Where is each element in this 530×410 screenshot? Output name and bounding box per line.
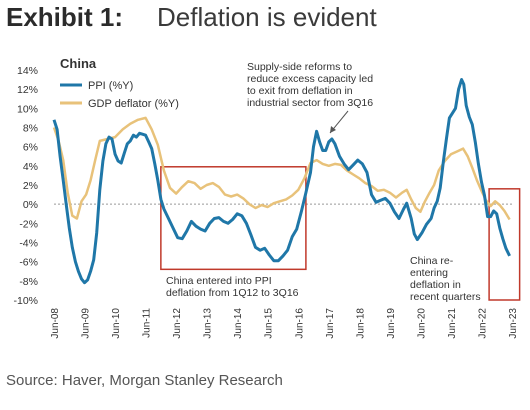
annotation-supply-side-line: Supply-side reforms to <box>247 61 352 73</box>
annotation-re-entering-line: entering <box>410 267 448 279</box>
annotation-re-entering-line: recent quarters <box>410 291 481 303</box>
highlight-box-2023 <box>488 188 521 301</box>
x-tick-label: Jun-22 <box>477 308 488 339</box>
annotation-arrowhead <box>330 126 336 133</box>
legend-label-gdp-deflator: GDP deflator (%Y) <box>88 98 179 110</box>
y-tick-label: -2% <box>19 218 38 230</box>
y-tick-label: -10% <box>13 295 38 307</box>
x-tick-label: Jun-20 <box>416 308 427 339</box>
y-tick-label: 2% <box>23 180 38 192</box>
chart-container: China PPI (%Y) GDP deflator (%Y) 14% 12% 1… <box>0 48 530 368</box>
annotation-supply-side-line: industrial sector from 3Q16 <box>247 97 373 109</box>
y-tick-label: 14% <box>17 65 38 77</box>
headline: Deflation is evident <box>157 2 377 32</box>
y-tick-label: -6% <box>19 257 38 269</box>
annotation-ppi-deflation-line: deflation from 1Q12 to 3Q16 <box>166 287 299 299</box>
annotation-supply-side: Supply-side reforms to reduce excess cap… <box>247 61 373 134</box>
highlight-box-2012-2016 <box>160 166 307 271</box>
legend: PPI (%Y) GDP deflator (%Y) <box>60 80 179 110</box>
x-tick-label: Jun-08 <box>50 308 61 339</box>
title-row: Exhibit 1: Deflation is evident <box>6 2 526 40</box>
ppi-gdp-deflator-chart: China PPI (%Y) GDP deflator (%Y) 14%12%1… <box>13 56 521 339</box>
x-tick-label: Jun-14 <box>233 308 244 339</box>
annotation-supply-side-line: reduce excess capacity led <box>247 73 373 85</box>
x-tick-label: Jun-19 <box>386 308 397 339</box>
highlight-box-2012-2016-group <box>160 166 307 271</box>
x-tick-label: Jun-13 <box>203 308 214 339</box>
annotation-supply-side-line: to exit from deflation in <box>247 85 353 97</box>
y-tick-label: -8% <box>19 276 38 288</box>
y-tick-label: 0% <box>23 199 38 211</box>
x-axis-ticks: Jun-08 Jun-09 Jun-10 Jun-11 Jun-12 Jun-13 Jun-… <box>50 308 519 339</box>
annotation-re-entering: China re- entering deflation in recent q… <box>410 255 481 303</box>
x-tick-label: Jun-11 <box>142 308 153 338</box>
legend-label-ppi: PPI (%Y) <box>88 80 133 92</box>
exhibit-label: Exhibit 1: <box>6 2 124 32</box>
annotation-re-entering-line: deflation in <box>410 279 461 291</box>
y-tick-label: 8% <box>23 123 38 135</box>
annotation-ppi-deflation-line: China entered into PPI <box>166 275 272 287</box>
x-tick-label: Jun-16 <box>294 308 305 339</box>
highlight-box-2023-group <box>488 188 521 301</box>
annotation-ppi-deflation: China entered into PPI deflation from 1Q… <box>166 275 299 299</box>
x-tick-label: Jun-17 <box>325 308 336 339</box>
source-note: Source: Haver, Morgan Stanley Research <box>6 372 283 389</box>
x-tick-label: Jun-18 <box>355 308 366 339</box>
x-tick-label: Jun-12 <box>172 308 183 339</box>
y-tick-label: 4% <box>23 161 38 173</box>
y-tick-label: 10% <box>17 103 38 115</box>
x-tick-label: Jun-15 <box>264 308 275 339</box>
chart-region-label: China <box>60 56 97 71</box>
y-tick-label: -4% <box>19 238 38 250</box>
x-tick-label: Jun-23 <box>508 308 519 339</box>
y-tick-label: 12% <box>17 84 38 96</box>
x-tick-label: Jun-10 <box>111 308 122 339</box>
x-tick-label: Jun-21 <box>447 308 458 339</box>
y-tick-label: 6% <box>23 142 38 154</box>
y-axis-ticks: 14% 12% 10% 8% 6% 4% 2% 0% -2% -4% -6% -8% -10% <box>13 65 38 307</box>
annotation-re-entering-line: China re- <box>410 255 454 267</box>
x-tick-label: Jun-09 <box>81 308 92 339</box>
series-ppi-line <box>52 78 511 285</box>
